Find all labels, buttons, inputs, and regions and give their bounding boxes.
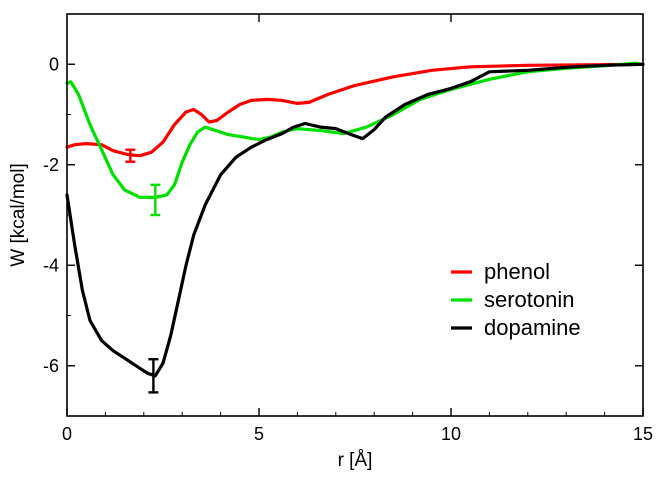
- series-line-phenol: [65, 62, 645, 158]
- series-line-serotonin: [65, 61, 645, 199]
- legend-label-dopamine: dopamine: [484, 315, 581, 340]
- x-tick-label: 0: [62, 424, 72, 444]
- legend-label-serotonin: serotonin: [484, 287, 575, 312]
- y-tick-label: -4: [43, 255, 59, 275]
- y-tick-label: -2: [43, 155, 59, 175]
- series-line-dopamine: [65, 62, 645, 378]
- y-tick-label: -6: [43, 356, 59, 376]
- y-tick-label: 0: [49, 54, 59, 74]
- x-tick-label: 5: [254, 424, 264, 444]
- tick-layer: 0 5 10 15 0 -2 -4 -6: [43, 14, 653, 444]
- error-bar-phenol: [125, 148, 136, 163]
- error-bar-serotonin: [150, 183, 161, 217]
- legend-label-phenol: phenol: [484, 259, 550, 284]
- legend: phenol serotonin dopamine: [451, 259, 581, 340]
- x-axis-label: r [Å]: [338, 450, 373, 471]
- x-tick-label: 15: [633, 424, 653, 444]
- y-axis-label: W [kcal/mol]: [8, 163, 29, 266]
- errorbar-layer: [125, 148, 161, 394]
- series-layer: [65, 61, 645, 378]
- error-bar-dopamine: [148, 358, 159, 394]
- x-tick-label: 10: [441, 424, 461, 444]
